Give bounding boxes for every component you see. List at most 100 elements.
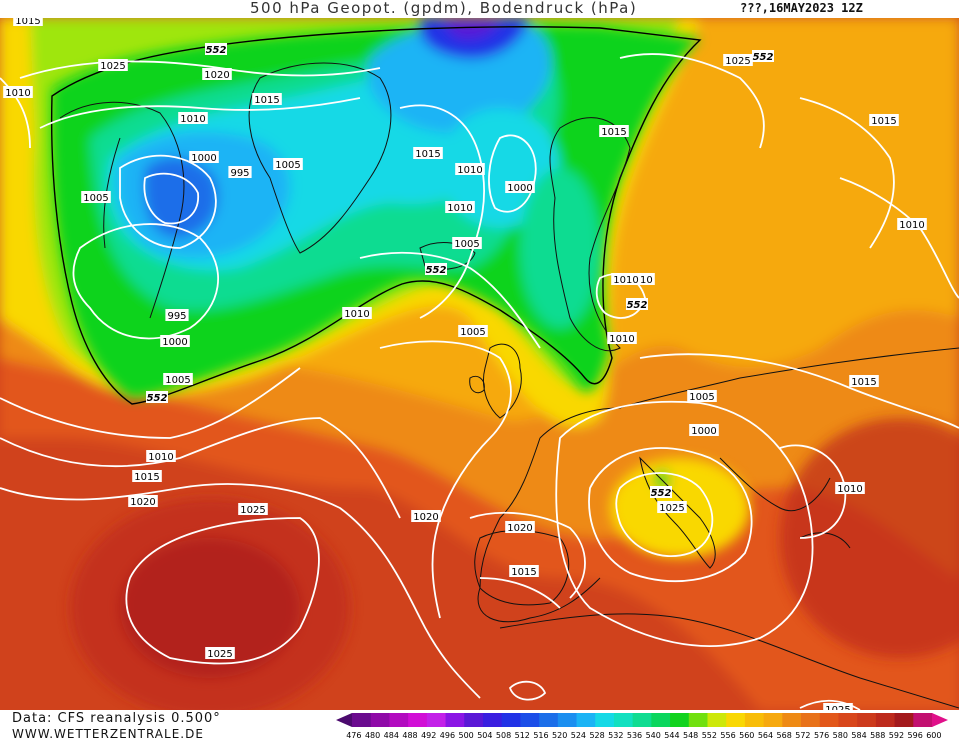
scale-swatch — [819, 713, 839, 727]
scale-swatch — [501, 713, 521, 727]
isobar-west-1010 — [0, 77, 31, 149]
svg-text:1005: 1005 — [460, 327, 485, 338]
isobar-1010-south — [799, 699, 861, 710]
scale-swatch — [408, 713, 428, 727]
scale-swatch — [894, 713, 914, 727]
svg-text:1010: 1010 — [609, 334, 634, 345]
weather-map: 1015 1025 1020 1015 1010 1010 1000 995 1005 1005 9… — [0, 18, 959, 710]
fill-blue — [144, 157, 219, 238]
geopotential-label: 552 — [205, 43, 227, 56]
scale-swatch — [670, 713, 690, 727]
isobar-1025-northeast — [619, 53, 765, 149]
scale-swatch — [426, 713, 447, 727]
scale-swatch — [782, 713, 802, 727]
svg-text:1005: 1005 — [454, 239, 479, 250]
scale-swatch — [595, 713, 615, 727]
isobar-label: 1025 — [823, 703, 853, 710]
svg-text:1015: 1015 — [415, 149, 440, 160]
scale-tick-label: 588 — [870, 731, 885, 740]
scale-swatch — [445, 713, 465, 727]
isobars — [0, 53, 959, 710]
scale-swatch — [389, 713, 409, 727]
svg-text:552: 552 — [426, 265, 447, 276]
svg-text:1010: 1010 — [5, 88, 30, 99]
isobar-1020 — [0, 483, 481, 699]
isobar-1010-europe — [555, 400, 814, 647]
isobar-1005-italy — [588, 447, 753, 583]
isobar-1020-iceland — [359, 251, 541, 349]
scale-swatch — [520, 713, 540, 727]
scale-swatch — [801, 713, 821, 727]
map-title: 500 hPa Geopot. (gpdm), Bodendruck (hPa) — [250, 0, 638, 17]
scale-tick-label: 496 — [440, 731, 455, 740]
scale-tick-label: 520 — [552, 731, 567, 740]
scale-swatch — [857, 713, 877, 727]
scale-swatch — [482, 713, 503, 727]
svg-text:1010: 1010 — [344, 309, 369, 320]
isobar-label: 1000 — [689, 424, 719, 437]
isobar-label: 1015 — [599, 125, 629, 138]
isobar-label: 1010 — [3, 86, 33, 99]
scale-swatch — [539, 713, 559, 727]
scale-arrow-high — [932, 713, 948, 727]
scale-tick-label: 536 — [627, 731, 642, 740]
isobar-1015 — [0, 417, 401, 519]
svg-text:995: 995 — [230, 168, 249, 179]
scale-tick-label: 500 — [458, 731, 473, 740]
scale-swatch — [557, 713, 578, 727]
isobar-label: 1015 — [13, 18, 43, 27]
isobar-label-layer: 1015 1025 1020 1015 1010 1010 1000 995 1005 1005 9… — [3, 18, 927, 710]
svg-text:1015: 1015 — [254, 95, 279, 106]
isobar-1015-iberia — [479, 577, 561, 609]
geopotential-label: 552 — [146, 391, 168, 404]
isobar-label: 1015 — [849, 375, 879, 388]
isobar-label: 1000 — [189, 151, 219, 164]
fill-teal-scand — [520, 168, 600, 328]
high-pressure-fill — [70, 418, 959, 710]
scale-tick-label: 484 — [384, 731, 399, 740]
scale-swatch — [726, 713, 746, 727]
scale-tick-label: 576 — [814, 731, 829, 740]
svg-text:1010: 1010 — [148, 452, 173, 463]
scale-swatch — [370, 713, 390, 727]
isobar-label: 1005 — [452, 237, 482, 250]
scale-swatch — [838, 713, 858, 727]
scale-arrow-low — [336, 713, 352, 727]
isobar-label: 1025 — [205, 647, 235, 660]
isobar-1015-north — [19, 60, 381, 79]
isobar-1010-north — [39, 97, 361, 129]
isobar-1000-low — [119, 154, 217, 249]
scale-swatch — [632, 713, 652, 727]
isobar-label: 1015 — [413, 147, 443, 160]
coast-balkans — [719, 457, 851, 549]
isobar-label: 1020 — [128, 495, 158, 508]
isobar-label: 1020 — [505, 521, 535, 534]
isobar-label: 1020 — [411, 510, 441, 523]
scale-tick-label: 492 — [421, 731, 436, 740]
scale-tick-label: 544 — [664, 731, 679, 740]
scale-swatch — [613, 713, 634, 727]
svg-text:1015: 1015 — [511, 567, 536, 578]
svg-text:1010: 1010 — [447, 203, 472, 214]
svg-text:1000: 1000 — [162, 337, 187, 348]
isobar-label: 1010 — [455, 163, 485, 176]
scale-tick-label: 556 — [720, 731, 735, 740]
isobar-label: 1015 — [132, 470, 162, 483]
svg-text:1015: 1015 — [851, 377, 876, 388]
scale-swatch — [913, 713, 933, 727]
svg-text:995: 995 — [167, 311, 186, 322]
scale-tick-label: 540 — [646, 731, 661, 740]
svg-text:1010: 1010 — [180, 114, 205, 125]
isobar-1005-low — [72, 223, 219, 340]
svg-text:1015: 1015 — [134, 472, 159, 483]
svg-text:552: 552 — [206, 45, 227, 56]
scale-swatch — [707, 713, 727, 727]
isobar-1000-italy — [615, 472, 714, 558]
svg-text:1025: 1025 — [659, 503, 684, 514]
scale-tick-label: 584 — [851, 731, 866, 740]
svg-text:1020: 1020 — [130, 497, 155, 508]
scale-tick-label: 552 — [702, 731, 717, 740]
scale-tick-label: 528 — [589, 731, 604, 740]
scale-tick-label: 504 — [477, 731, 492, 740]
scale-tick-label: 596 — [908, 731, 923, 740]
